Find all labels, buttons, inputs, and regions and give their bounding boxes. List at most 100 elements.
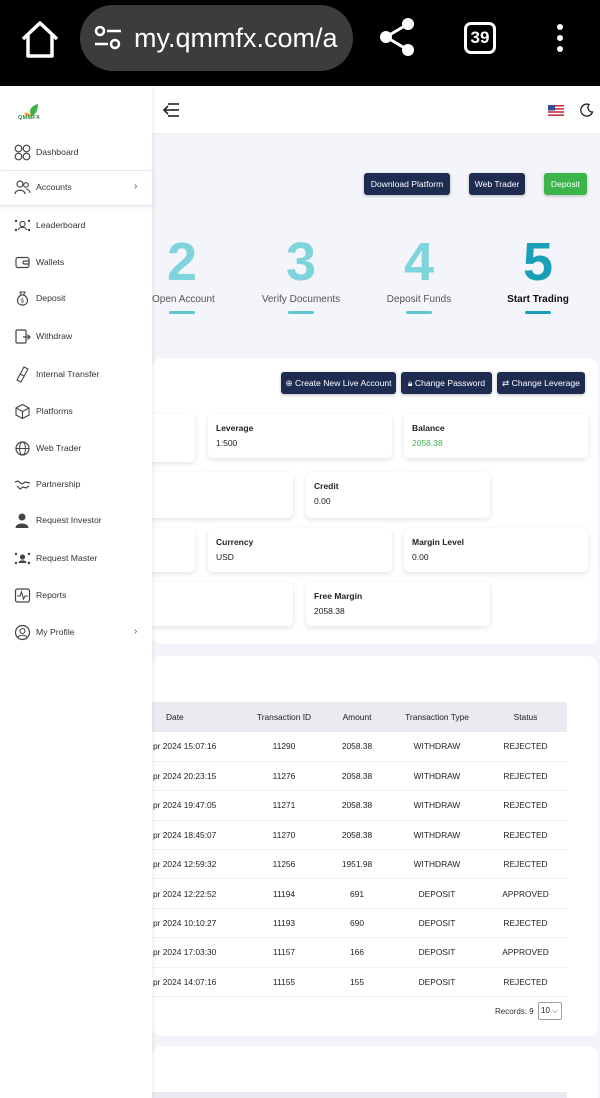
withdraw-icon bbox=[15, 329, 31, 344]
cell-amount: 2058.38 bbox=[341, 800, 373, 811]
stat-value: 0.00 bbox=[314, 496, 331, 506]
sidebar-item-my-profile[interactable]: My Profile › bbox=[0, 616, 152, 650]
tab-switcher-button[interactable]: 39 bbox=[464, 22, 496, 54]
cell-transaction-id: 11157 bbox=[272, 947, 296, 958]
lower-card bbox=[152, 1046, 598, 1098]
create-live-account-button[interactable]: ⊕ Create New Live Account bbox=[281, 372, 396, 394]
table-row[interactable]: pr 2024 14:07:16 11155 155 DEPOSIT REJECTED bbox=[152, 967, 567, 997]
site-settings-icon[interactable] bbox=[94, 25, 122, 51]
step-underline bbox=[406, 311, 432, 314]
cell-amount: 2058.38 bbox=[341, 829, 373, 840]
address-bar[interactable]: my.qmmfx.com/a bbox=[80, 5, 353, 71]
sidebar-item-withdraw[interactable]: Withdraw bbox=[0, 320, 152, 354]
stat-value: USD bbox=[216, 552, 234, 562]
transfer-icon bbox=[16, 366, 29, 383]
table-row[interactable]: pr 2024 15:07:16 11290 2058.38 WITHDRAW REJE… bbox=[152, 732, 567, 762]
wallet-icon bbox=[15, 256, 30, 269]
col-date[interactable]: Date bbox=[152, 702, 244, 732]
cell-transaction-id: 11270 bbox=[272, 829, 296, 840]
globe-icon bbox=[15, 441, 30, 456]
step-label: Start Trading bbox=[507, 294, 569, 305]
step-number: 3 bbox=[285, 232, 317, 292]
cell-status: REJECTED bbox=[503, 800, 548, 811]
download-platform-button[interactable]: Download Platform bbox=[364, 173, 450, 195]
change-leverage-button[interactable]: ⇄ Change Leverage bbox=[497, 372, 585, 394]
cell-amount: 691 bbox=[350, 888, 364, 899]
sidebar-item-leaderboard[interactable]: Leaderboard bbox=[0, 209, 152, 243]
table-row[interactable]: pr 2024 17:03:30 11157 166 DEPOSIT APPROVED bbox=[152, 938, 567, 968]
step-label: Verify Documents bbox=[261, 294, 341, 305]
change-leverage-label: Change Leverage bbox=[511, 378, 580, 388]
sidebar-item-internal-transfer[interactable]: Internal Transfer bbox=[0, 358, 152, 392]
stat-currency: Currency USD bbox=[208, 528, 392, 572]
sidebar-item-dashboard[interactable]: Dashboard bbox=[0, 136, 152, 170]
cell-transaction-id: 11194 bbox=[272, 888, 296, 899]
cell-transaction-id: 11193 bbox=[272, 918, 296, 929]
sidebar-item-label: My Profile bbox=[36, 627, 75, 637]
sidebar-item-label: Dashboard bbox=[36, 147, 79, 157]
sidebar-item-reports[interactable]: Reports bbox=[0, 579, 152, 613]
step-label: Deposit Funds bbox=[386, 294, 452, 305]
user-icon bbox=[15, 513, 29, 528]
step-underline bbox=[525, 311, 551, 314]
cell-transaction-type: WITHDRAW bbox=[413, 859, 461, 870]
cell-date: pr 2024 12:59:32 bbox=[153, 859, 217, 870]
table-row[interactable]: pr 2024 18:45:07 11270 2058.38 WITHDRAW REJE… bbox=[152, 820, 567, 850]
deposit-button[interactable]: Deposit bbox=[544, 173, 587, 195]
cell-transaction-type: DEPOSIT bbox=[418, 888, 456, 899]
table-header-row: Date Transaction ID Amount Transaction T… bbox=[152, 702, 567, 732]
cell-transaction-id: 11271 bbox=[272, 800, 296, 811]
col-amount[interactable]: Amount bbox=[324, 702, 390, 732]
stat-title: Credit bbox=[314, 481, 339, 491]
table-row[interactable]: pr 2024 20:23:15 11276 2058.38 WITHDRAW REJE… bbox=[152, 761, 567, 791]
sidebar-item-request-master[interactable]: Request Master bbox=[0, 542, 152, 576]
cell-date: pr 2024 17:03:30 bbox=[153, 947, 217, 958]
table-row[interactable]: pr 2024 12:59:32 11256 1951.98 WITHDRAW REJE… bbox=[152, 850, 567, 879]
cell-transaction-type: DEPOSIT bbox=[418, 918, 456, 929]
sidebar-item-label: Wallets bbox=[36, 257, 65, 267]
page-size-select[interactable]: 10 ⌵ bbox=[538, 1002, 562, 1020]
sidebar-item-web-trader[interactable]: Web Trader bbox=[0, 432, 152, 466]
share-icon[interactable] bbox=[378, 16, 416, 58]
step-underline bbox=[288, 311, 314, 314]
cell-transaction-id: 11155 bbox=[272, 976, 296, 987]
cell-status: APPROVED bbox=[502, 947, 549, 958]
sidebar-item-partnership[interactable]: Partnership bbox=[0, 468, 152, 502]
cell-amount: 155 bbox=[350, 976, 364, 987]
cell-transaction-type: DEPOSIT bbox=[418, 976, 456, 987]
cell-status: REJECTED bbox=[503, 829, 548, 840]
step-label: Open Account bbox=[152, 294, 215, 305]
table-row[interactable]: pr 2024 10:10:27 11193 690 DEPOSIT REJECTED bbox=[152, 908, 567, 938]
col-transaction-id[interactable]: Transaction ID bbox=[244, 702, 324, 732]
table-row[interactable]: pr 2024 19:47:05 11271 2058.38 WITHDRAW REJE… bbox=[152, 791, 567, 821]
sidebar-item-label: Leaderboard bbox=[36, 220, 86, 230]
change-password-button[interactable]: 🔒︎ Change Password bbox=[401, 372, 492, 394]
stat-title: Free Margin bbox=[314, 591, 363, 601]
step-start-trading: 5 Start Trading bbox=[500, 234, 576, 314]
stat-margin-level: Margin Level 0.00 bbox=[404, 528, 588, 572]
sidebar-item-deposit[interactable]: $ Deposit bbox=[0, 282, 152, 316]
cell-status: APPROVED bbox=[502, 888, 549, 899]
sidebar-item-label: Request Investor bbox=[36, 515, 102, 525]
web-trader-button[interactable]: Web Trader bbox=[469, 173, 525, 195]
col-status[interactable]: Status bbox=[484, 702, 567, 732]
cell-transaction-id: 11256 bbox=[272, 859, 296, 870]
sidebar-item-wallets[interactable]: Wallets bbox=[0, 246, 152, 280]
sidebar-item-accounts[interactable]: Accounts › bbox=[0, 171, 152, 205]
sidebar-item-platforms[interactable]: Platforms bbox=[0, 395, 152, 429]
stat-title: Leverage bbox=[216, 423, 254, 433]
sidebar-item-request-investor[interactable]: Request Investor bbox=[0, 504, 152, 538]
dark-mode-icon[interactable] bbox=[580, 103, 594, 117]
qmmfx-logo[interactable] bbox=[18, 102, 48, 124]
cell-date: pr 2024 15:07:16 bbox=[153, 741, 217, 752]
us-flag-icon[interactable] bbox=[548, 105, 564, 116]
app-topbar bbox=[152, 86, 600, 134]
home-icon[interactable] bbox=[18, 18, 62, 62]
table-row[interactable]: pr 2024 12:22:52 11194 691 DEPOSIT APPROVED bbox=[152, 879, 567, 909]
more-menu-icon[interactable] bbox=[548, 22, 572, 54]
logo-text: QMMFX bbox=[18, 115, 40, 121]
chevron-down-icon: ⌵ bbox=[552, 1008, 558, 1015]
sidebar-item-label: Platforms bbox=[36, 406, 73, 416]
col-transaction-type[interactable]: Transaction Type bbox=[390, 702, 484, 732]
collapse-sidebar-icon[interactable] bbox=[162, 102, 180, 118]
